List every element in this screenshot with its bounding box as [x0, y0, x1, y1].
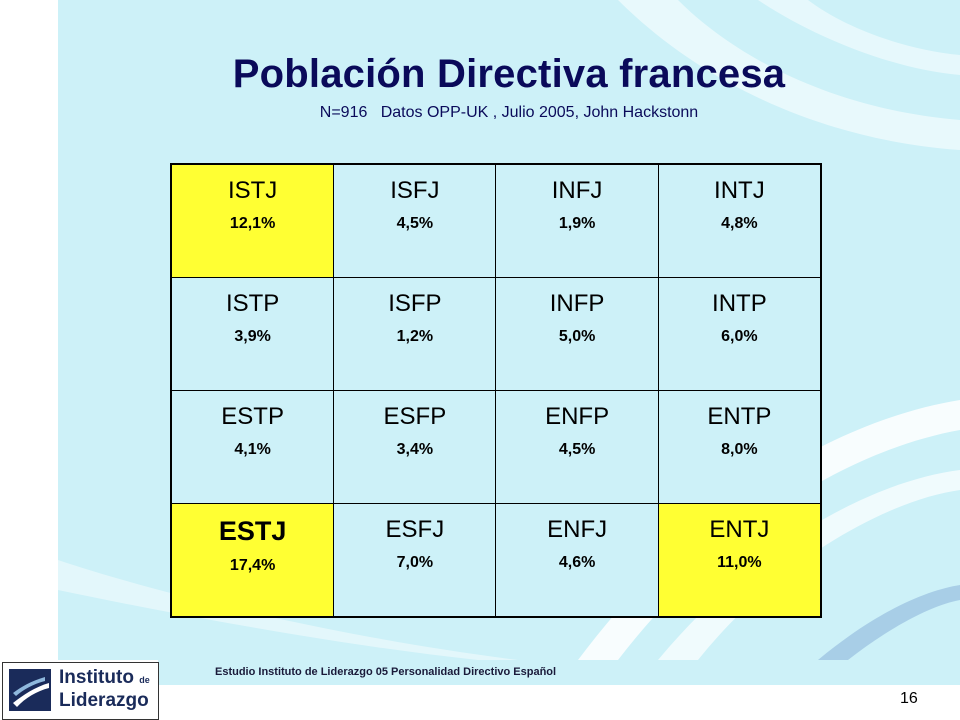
- type-cell-infp: INFP 5,0%: [495, 277, 659, 391]
- type-label: ENTJ: [709, 516, 770, 543]
- type-label: ESTP: [221, 403, 284, 430]
- type-percentage: 7,0%: [396, 554, 434, 571]
- logo-text-line1: Instituto de: [59, 667, 150, 688]
- type-label: ESFJ: [385, 516, 445, 543]
- type-cell-estj: ESTJ 17,4%: [170, 503, 335, 618]
- table-row: ESTJ 17,4% ESFJ 7,0% ENFJ 4,6% ENTJ 11,0%: [170, 503, 822, 618]
- type-percentage: 11,0%: [717, 554, 762, 571]
- table-row: ISTP 3,9% ISFP 1,2% INFP 5,0% INTP 6,0%: [170, 277, 822, 391]
- mbti-type-table: ISTJ 12,1% ISFJ 4,5% INFJ 1,9% INTJ 4,8% ISTP 3,9…: [170, 163, 822, 618]
- left-margin-strip: [0, 0, 58, 660]
- type-cell-entj: ENTJ 11,0%: [657, 503, 822, 618]
- type-percentage: 4,5%: [558, 441, 596, 458]
- type-label: INTJ: [714, 177, 765, 204]
- type-label: ENTP: [707, 403, 772, 430]
- type-percentage: 1,9%: [558, 215, 596, 232]
- type-percentage: 1,2%: [396, 328, 434, 345]
- type-cell-istj: ISTJ 12,1%: [170, 163, 335, 278]
- type-percentage: 3,9%: [234, 328, 271, 345]
- type-label: ESTJ: [218, 516, 287, 546]
- type-cell-enfp: ENFP 4,5%: [495, 390, 659, 504]
- table-row: ESTP 4,1% ESFP 3,4% ENFP 4,5% ENTP 8,0%: [170, 390, 822, 504]
- type-cell-intj: INTJ 4,8%: [657, 163, 822, 278]
- type-percentage: 4,5%: [396, 215, 434, 232]
- type-cell-isfp: ISFP 1,2%: [333, 277, 497, 391]
- type-label: INFJ: [551, 177, 603, 204]
- type-cell-enfj: ENFJ 4,6%: [495, 503, 659, 618]
- table-row: ISTJ 12,1% ISFJ 4,5% INFJ 1,9% INTJ 4,8%: [170, 163, 822, 278]
- type-cell-intp: INTP 6,0%: [657, 277, 822, 391]
- type-percentage: 3,4%: [396, 441, 434, 458]
- type-percentage: 4,1%: [234, 441, 271, 458]
- type-label: ISTP: [225, 290, 280, 317]
- type-cell-esfp: ESFP 3,4%: [333, 390, 497, 504]
- type-label: ISFP: [388, 290, 442, 317]
- type-percentage: 4,6%: [558, 554, 596, 571]
- type-label: ESFP: [383, 403, 447, 430]
- slide-subtitle: N=916 Datos OPP-UK , Julio 2005, John Ha…: [319, 104, 699, 121]
- footer-blue-strip: [158, 660, 960, 685]
- logo-text-line2: Liderazgo: [59, 690, 149, 711]
- type-label: ENFJ: [547, 516, 608, 543]
- type-label: INTP: [712, 290, 767, 317]
- type-cell-esfj: ESFJ 7,0%: [333, 503, 497, 618]
- type-label: ISFJ: [390, 177, 440, 204]
- institute-logo: Instituto de Liderazgo: [2, 662, 159, 720]
- type-cell-istp: ISTP 3,9%: [170, 277, 335, 391]
- page-number: 16: [900, 690, 918, 707]
- footer-caption: Estudio Instituto de Liderazgo 05 Person…: [215, 666, 557, 678]
- slide-title: Población Directiva francesa: [232, 52, 786, 96]
- type-label: ISTJ: [227, 177, 278, 204]
- type-percentage: 6,0%: [721, 328, 758, 345]
- type-cell-isfj: ISFJ 4,5%: [333, 163, 497, 278]
- type-cell-infj: INFJ 1,9%: [495, 163, 659, 278]
- type-cell-estp: ESTP 4,1%: [170, 390, 335, 504]
- type-cell-entp: ENTP 8,0%: [657, 390, 822, 504]
- type-percentage: 17,4%: [229, 557, 276, 574]
- type-label: INFP: [549, 290, 605, 317]
- type-percentage: 12,1%: [229, 215, 276, 232]
- type-percentage: 8,0%: [721, 441, 758, 458]
- type-percentage: 5,0%: [558, 328, 596, 345]
- type-percentage: 4,8%: [721, 215, 758, 232]
- logo-emblem-icon: [9, 669, 51, 711]
- type-label: ENFP: [545, 403, 610, 430]
